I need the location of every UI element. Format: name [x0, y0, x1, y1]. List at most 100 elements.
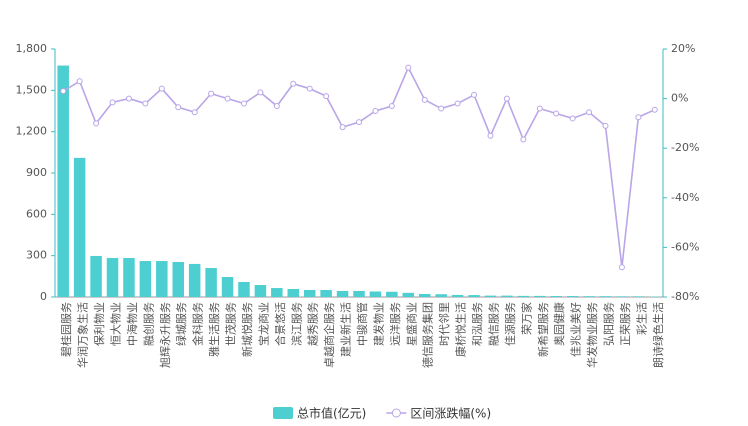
x-tick-label: 荣万家 [519, 302, 533, 335]
legend-swatch [391, 408, 401, 418]
bar [451, 294, 464, 297]
x-tick-label: 德信服务集团 [421, 302, 435, 368]
bar [156, 261, 168, 297]
x-tick-label: 康桥悦生活 [454, 302, 468, 357]
line-point [339, 124, 346, 131]
x-tick-label: 合景悠活 [273, 302, 287, 346]
bar [303, 289, 316, 297]
line-point [405, 64, 412, 71]
x-tick-label: 朗诗绿色生活 [651, 302, 665, 368]
y-tick-label: 0 [40, 290, 47, 303]
line-point [191, 109, 198, 116]
x-tick-label: 奥园健康 [552, 302, 566, 346]
y-tick-label: 900 [26, 166, 47, 179]
bar [501, 295, 513, 297]
line-point [471, 91, 478, 98]
x-tick-label: 旭辉永升服务 [158, 302, 172, 368]
bar [287, 289, 300, 297]
bar [632, 296, 645, 297]
legend-label: 区间涨跌幅(%) [410, 406, 491, 421]
line-point [569, 115, 576, 122]
y-tick-label: 1,800 [16, 42, 48, 55]
line-point [635, 114, 642, 121]
x-tick-label: 中骏商管 [355, 302, 369, 346]
line-point [553, 110, 560, 117]
line-point [356, 119, 362, 126]
bar [271, 288, 283, 297]
bar [418, 293, 431, 297]
bar [517, 295, 530, 297]
line-point [224, 95, 231, 102]
bar [369, 291, 382, 297]
bar [238, 281, 250, 297]
line-point [240, 100, 247, 107]
bar [123, 258, 135, 297]
y2-tick-label: -60% [671, 240, 699, 253]
bar [73, 157, 86, 297]
x-tick-label: 恒大物业 [109, 302, 123, 346]
line-point [158, 85, 165, 92]
x-tick-label: 保利物业 [92, 302, 106, 346]
line-point [372, 108, 379, 114]
x-tick-label: 金科服务 [191, 302, 205, 346]
line-point [76, 78, 83, 85]
x-tick-label: 越秀服务 [306, 302, 320, 346]
bar [550, 296, 562, 297]
line-point [388, 103, 395, 110]
line-point [273, 103, 280, 110]
x-tick-label: 融创服务 [142, 302, 155, 346]
line-point [454, 100, 461, 107]
x-tick-label: 星盛商业 [404, 302, 418, 346]
line-point [93, 120, 100, 127]
bar [139, 261, 152, 297]
x-tick-label: 华润万象生活 [76, 302, 90, 368]
x-tick-label: 世茂服务 [224, 302, 238, 346]
x-tick-label: 佳源服务 [503, 302, 517, 346]
legend-label: 总市值(亿元) [297, 406, 366, 421]
x-tick-label: 佳兆业美好 [569, 302, 583, 357]
bar [205, 268, 217, 297]
bar [57, 65, 69, 298]
y2-tick-label: 0% [671, 92, 688, 105]
bar [402, 292, 415, 297]
x-tick-label: 弘阳服务 [602, 302, 615, 346]
bar [468, 295, 480, 297]
x-tick-label: 滨江服务 [289, 302, 303, 346]
bar [353, 290, 365, 297]
y2-tick-label: -80% [671, 290, 699, 303]
bar [386, 291, 398, 297]
x-tick-label: 和泓服务 [470, 302, 484, 346]
bar [172, 262, 184, 297]
bar [599, 296, 612, 297]
bar [221, 277, 234, 297]
bar [320, 289, 332, 297]
line-point [421, 96, 428, 103]
bar [583, 296, 595, 297]
line-point [125, 95, 132, 102]
line-point [257, 89, 264, 96]
bar [616, 296, 628, 297]
x-tick-label: 建业新生活 [339, 302, 353, 357]
line-point [602, 122, 609, 129]
x-tick-label: 绿城服务 [174, 302, 188, 346]
x-tick-label: 卓越商企服务 [322, 302, 336, 368]
y2-tick-label: -20% [671, 141, 699, 154]
line-point [520, 136, 527, 143]
x-tick-label: 时代邻里 [438, 302, 451, 346]
x-tick-label: 建发物业 [371, 302, 385, 346]
bar [336, 290, 349, 297]
line-point [323, 93, 330, 100]
line [62, 65, 656, 268]
bar [188, 263, 201, 297]
y-tick-label: 300 [26, 249, 47, 262]
line-point [60, 88, 67, 95]
y-tick-label: 1,200 [16, 125, 48, 138]
bar [106, 258, 119, 297]
x-tick-label: 雅生活服务 [207, 302, 221, 357]
bar [566, 296, 579, 297]
x-tick-label: 远洋服务 [388, 302, 402, 346]
y-tick-label: 600 [26, 207, 47, 220]
line-point [503, 95, 510, 102]
